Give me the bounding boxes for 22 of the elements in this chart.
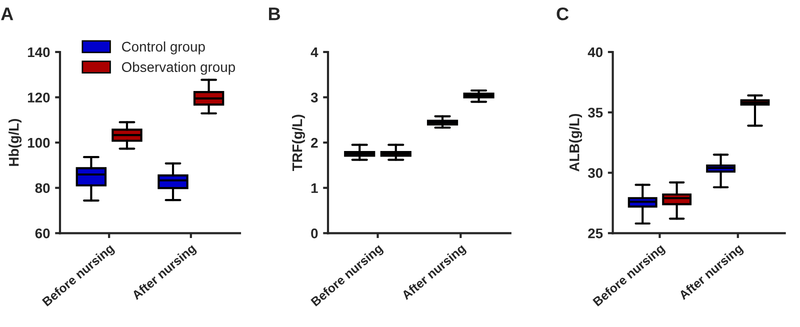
y-tick-label: 0 xyxy=(311,228,318,238)
legend-label: Observation group xyxy=(122,62,235,75)
y-tick-label: 4 xyxy=(310,47,318,58)
y-axis-title: Hb(g/L) xyxy=(8,118,22,166)
y-tick-label: 120 xyxy=(28,92,50,102)
y-tick-label: 3 xyxy=(310,92,318,102)
y-tick-label: 35 xyxy=(588,108,603,118)
chart-title: A xyxy=(1,8,14,20)
y-tick-label: 1 xyxy=(311,183,318,193)
y-tick-label: 40 xyxy=(588,47,603,58)
chart-title: C xyxy=(556,8,569,20)
y-tick-label: 80 xyxy=(35,183,50,194)
y-tick-label: 25 xyxy=(588,228,603,238)
chart-title: B xyxy=(269,8,280,20)
y-tick-label: 60 xyxy=(35,228,50,238)
y-tick-label: 100 xyxy=(28,138,50,148)
y-tick-label: 140 xyxy=(28,47,50,58)
y-axis-title: TRF(g/L) xyxy=(292,114,305,171)
legend-label: Control group xyxy=(122,41,205,54)
y-tick-label: 30 xyxy=(588,168,603,178)
y-axis-title: ALB(g/L) xyxy=(569,114,582,172)
y-tick-label: 2 xyxy=(311,138,318,148)
